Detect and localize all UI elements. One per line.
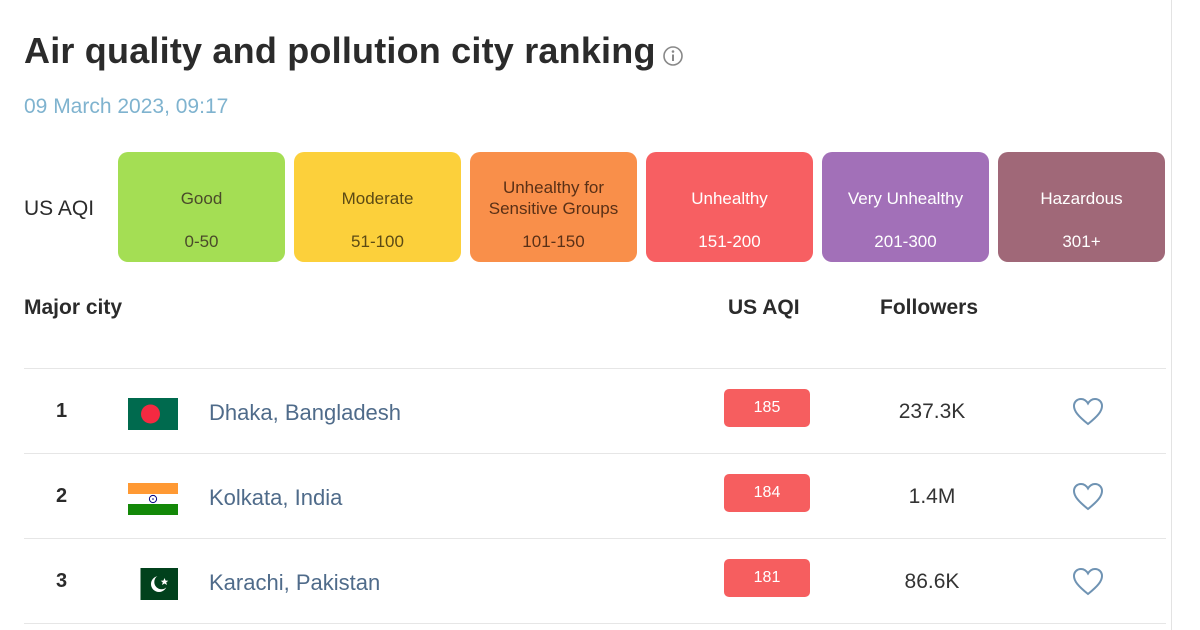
city-link[interactable]: Kolkata, India [209, 485, 343, 510]
legend-level-name: Unhealthy for Sensitive Groups [488, 178, 619, 218]
legend-unhealthy-sensitive: Unhealthy for Sensitive Groups 101-150 [470, 152, 637, 262]
heart-icon[interactable] [1072, 397, 1104, 427]
legend-level-range: 201-300 [874, 232, 937, 251]
table-row: 1 Dhaka, Bangladesh 185 237.3K [24, 368, 1166, 453]
rank-number: 2 [56, 485, 68, 507]
heart-icon[interactable] [1072, 482, 1104, 512]
legend-level-name: Hazardous [1040, 188, 1123, 208]
column-header-aqi[interactable]: US AQI [728, 296, 800, 319]
aqi-legend-label: US AQI [24, 197, 95, 220]
ranking-table: 1 Dhaka, Bangladesh 185 237.3K 2 [24, 368, 1166, 624]
column-header-followers[interactable]: Followers [880, 296, 979, 319]
legend-very-unhealthy: Very Unhealthy 201-300 [822, 152, 989, 262]
aqi-value-badge: 181 [724, 559, 810, 597]
table-row: 2 Kolkata, India 184 1.4M [24, 453, 1166, 538]
bangladesh-flag-icon [128, 398, 178, 430]
page-title-wrap: Air quality and pollution city ranking [24, 30, 684, 72]
followers-count: 1.4M [908, 485, 956, 508]
pakistan-flag-icon [128, 568, 178, 600]
legend-level-range: 101-150 [522, 232, 585, 251]
legend-hazardous: Hazardous 301+ [998, 152, 1165, 262]
panel-border [1171, 0, 1172, 630]
rank-number: 1 [56, 400, 68, 422]
timestamp: 09 March 2023, 09:17 [24, 95, 229, 118]
legend-moderate: Moderate 51-100 [294, 152, 461, 262]
followers-count: 86.6K [904, 570, 960, 593]
aqi-legend: Good 0-50 Moderate 51-100 Unhealthy for … [118, 152, 1165, 262]
aqi-value-badge: 185 [724, 389, 810, 427]
page-title: Air quality and pollution city ranking [24, 30, 656, 71]
legend-unhealthy: Unhealthy 151-200 [646, 152, 813, 262]
legend-level-name: Very Unhealthy [847, 188, 964, 208]
followers-count: 237.3K [898, 400, 966, 423]
column-header-city[interactable]: Major city [24, 296, 123, 319]
legend-level-range: 301+ [1062, 232, 1101, 251]
legend-level-name: Unhealthy [691, 188, 768, 208]
legend-level-range: 51-100 [351, 232, 404, 251]
city-link[interactable]: Karachi, Pakistan [209, 570, 381, 595]
india-flag-icon [128, 483, 178, 515]
legend-level-range: 0-50 [184, 232, 219, 251]
rank-number: 3 [56, 570, 68, 592]
table-row: 3 Karachi, Pakistan 181 86.6K [24, 538, 1166, 624]
city-link[interactable]: Dhaka, Bangladesh [209, 400, 402, 425]
heart-icon[interactable] [1072, 567, 1104, 597]
info-icon[interactable] [662, 45, 684, 67]
legend-level-name: Moderate [341, 188, 414, 208]
aqi-value-badge: 184 [724, 474, 810, 512]
legend-good: Good 0-50 [118, 152, 285, 262]
legend-level-range: 151-200 [698, 232, 761, 251]
legend-level-name: Good [180, 188, 223, 208]
